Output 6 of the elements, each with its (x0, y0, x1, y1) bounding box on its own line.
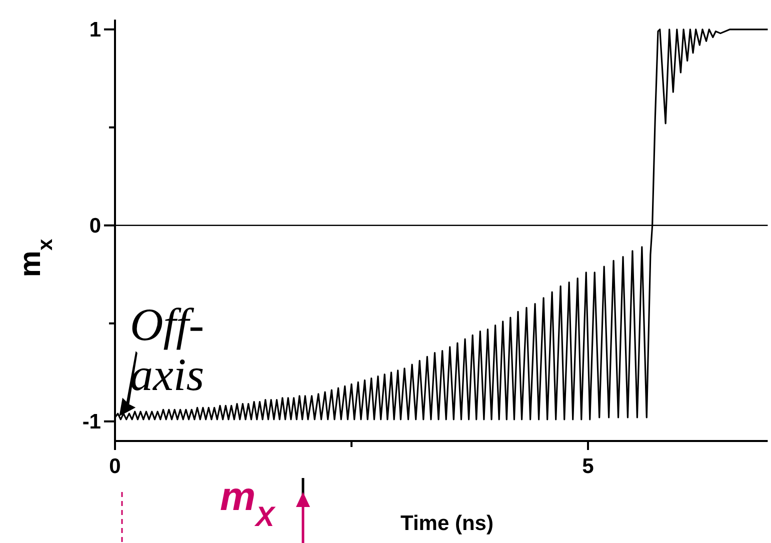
y-tick-label: 0 (89, 214, 101, 238)
x-axis-title: Time (ns) (400, 512, 494, 535)
text: m$_{X}$ (220, 475, 277, 532)
x-tick-label: 5 (582, 455, 594, 478)
y-tick-label: 1 (89, 18, 102, 42)
y-tick-label: -1 (82, 410, 102, 434)
